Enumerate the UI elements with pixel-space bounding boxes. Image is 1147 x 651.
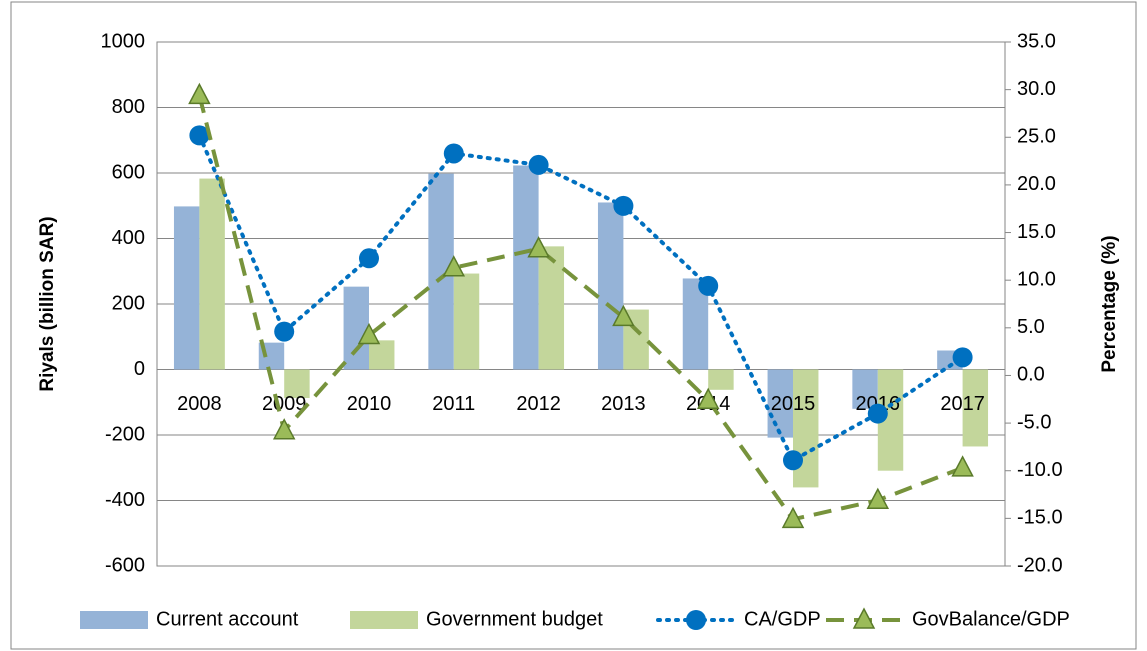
marker [528,154,549,175]
y-tick-label: 200 [112,292,145,314]
legend-label: Current account [156,608,299,630]
marker [696,387,720,409]
y2-tick-label: 15.0 [1017,221,1056,243]
bar [284,369,310,398]
y2-tick-label: 5.0 [1017,316,1045,338]
y-tick-label: -400 [105,489,145,511]
marker [357,322,381,345]
x-tick-label: 2017 [940,393,985,415]
bar [538,246,565,370]
plot-border [156,41,1006,567]
y-tick-label: 0 [134,358,145,380]
bar [173,206,200,370]
bar [453,273,480,370]
y2-tick-label: 10.0 [1017,268,1056,290]
y-tick-label: -200 [105,423,145,445]
marker [189,125,210,146]
y2-axis-title: Percentage (%) [1099,235,1120,372]
bar [962,369,989,447]
bar [199,178,225,370]
marker [612,304,635,327]
legend-swatch [350,611,418,629]
x-tick-label: 2010 [347,393,392,415]
bar [852,369,878,409]
marker [443,143,464,164]
legend-label: CA/GDP [744,608,821,630]
x-tick-label: 2008 [177,393,222,415]
marker [867,403,888,424]
y2-tick-label: -20.0 [1017,554,1063,576]
bar [597,202,624,370]
x-tick-label: 2009 [262,393,307,415]
y-tick-label: 1000 [101,30,146,52]
marker [527,236,550,258]
y-axis-title: Riyals (billion SAR) [37,216,58,391]
x-tick-label: 2013 [601,393,646,415]
line [197,133,965,464]
marker [781,506,805,529]
legend-swatch [80,611,148,629]
bar [708,369,734,390]
marker [952,347,973,368]
y2-tick-label: 0.0 [1017,364,1045,386]
y2-tick-label: -15.0 [1017,507,1063,529]
legend-label: GovBalance/GDP [912,608,1070,630]
y2-tick-label: 20.0 [1017,173,1056,195]
marker [951,455,974,477]
y-tick-label: 800 [112,96,145,118]
y2-tick-label: -5.0 [1017,411,1051,433]
marker [272,418,296,440]
marker [274,321,295,342]
x-tick-label: 2015 [771,393,816,415]
marker [686,610,706,630]
x-tick-label: 2012 [516,393,561,415]
marker [442,255,466,277]
bar [343,286,369,370]
bar [767,369,793,438]
y-tick-label: 400 [112,227,145,249]
x-tick-label: 2011 [432,393,475,415]
marker [698,275,719,296]
marker [852,607,876,629]
y-tick-label: -600 [105,554,145,576]
marker [783,450,803,471]
y2-tick-label: 25.0 [1017,126,1056,148]
bar [793,369,819,488]
marker [188,82,211,105]
y2-tick-label: -10.0 [1017,459,1063,481]
bar [513,165,539,370]
line [197,94,964,522]
y2-tick-label: 30.0 [1017,78,1056,100]
legend-label: Government budget [426,608,603,630]
bar [369,340,395,370]
marker [866,487,890,510]
y-tick-label: 600 [112,161,145,183]
marker [359,248,379,269]
y2-tick-label: 35.0 [1017,30,1056,52]
marker [613,195,634,216]
